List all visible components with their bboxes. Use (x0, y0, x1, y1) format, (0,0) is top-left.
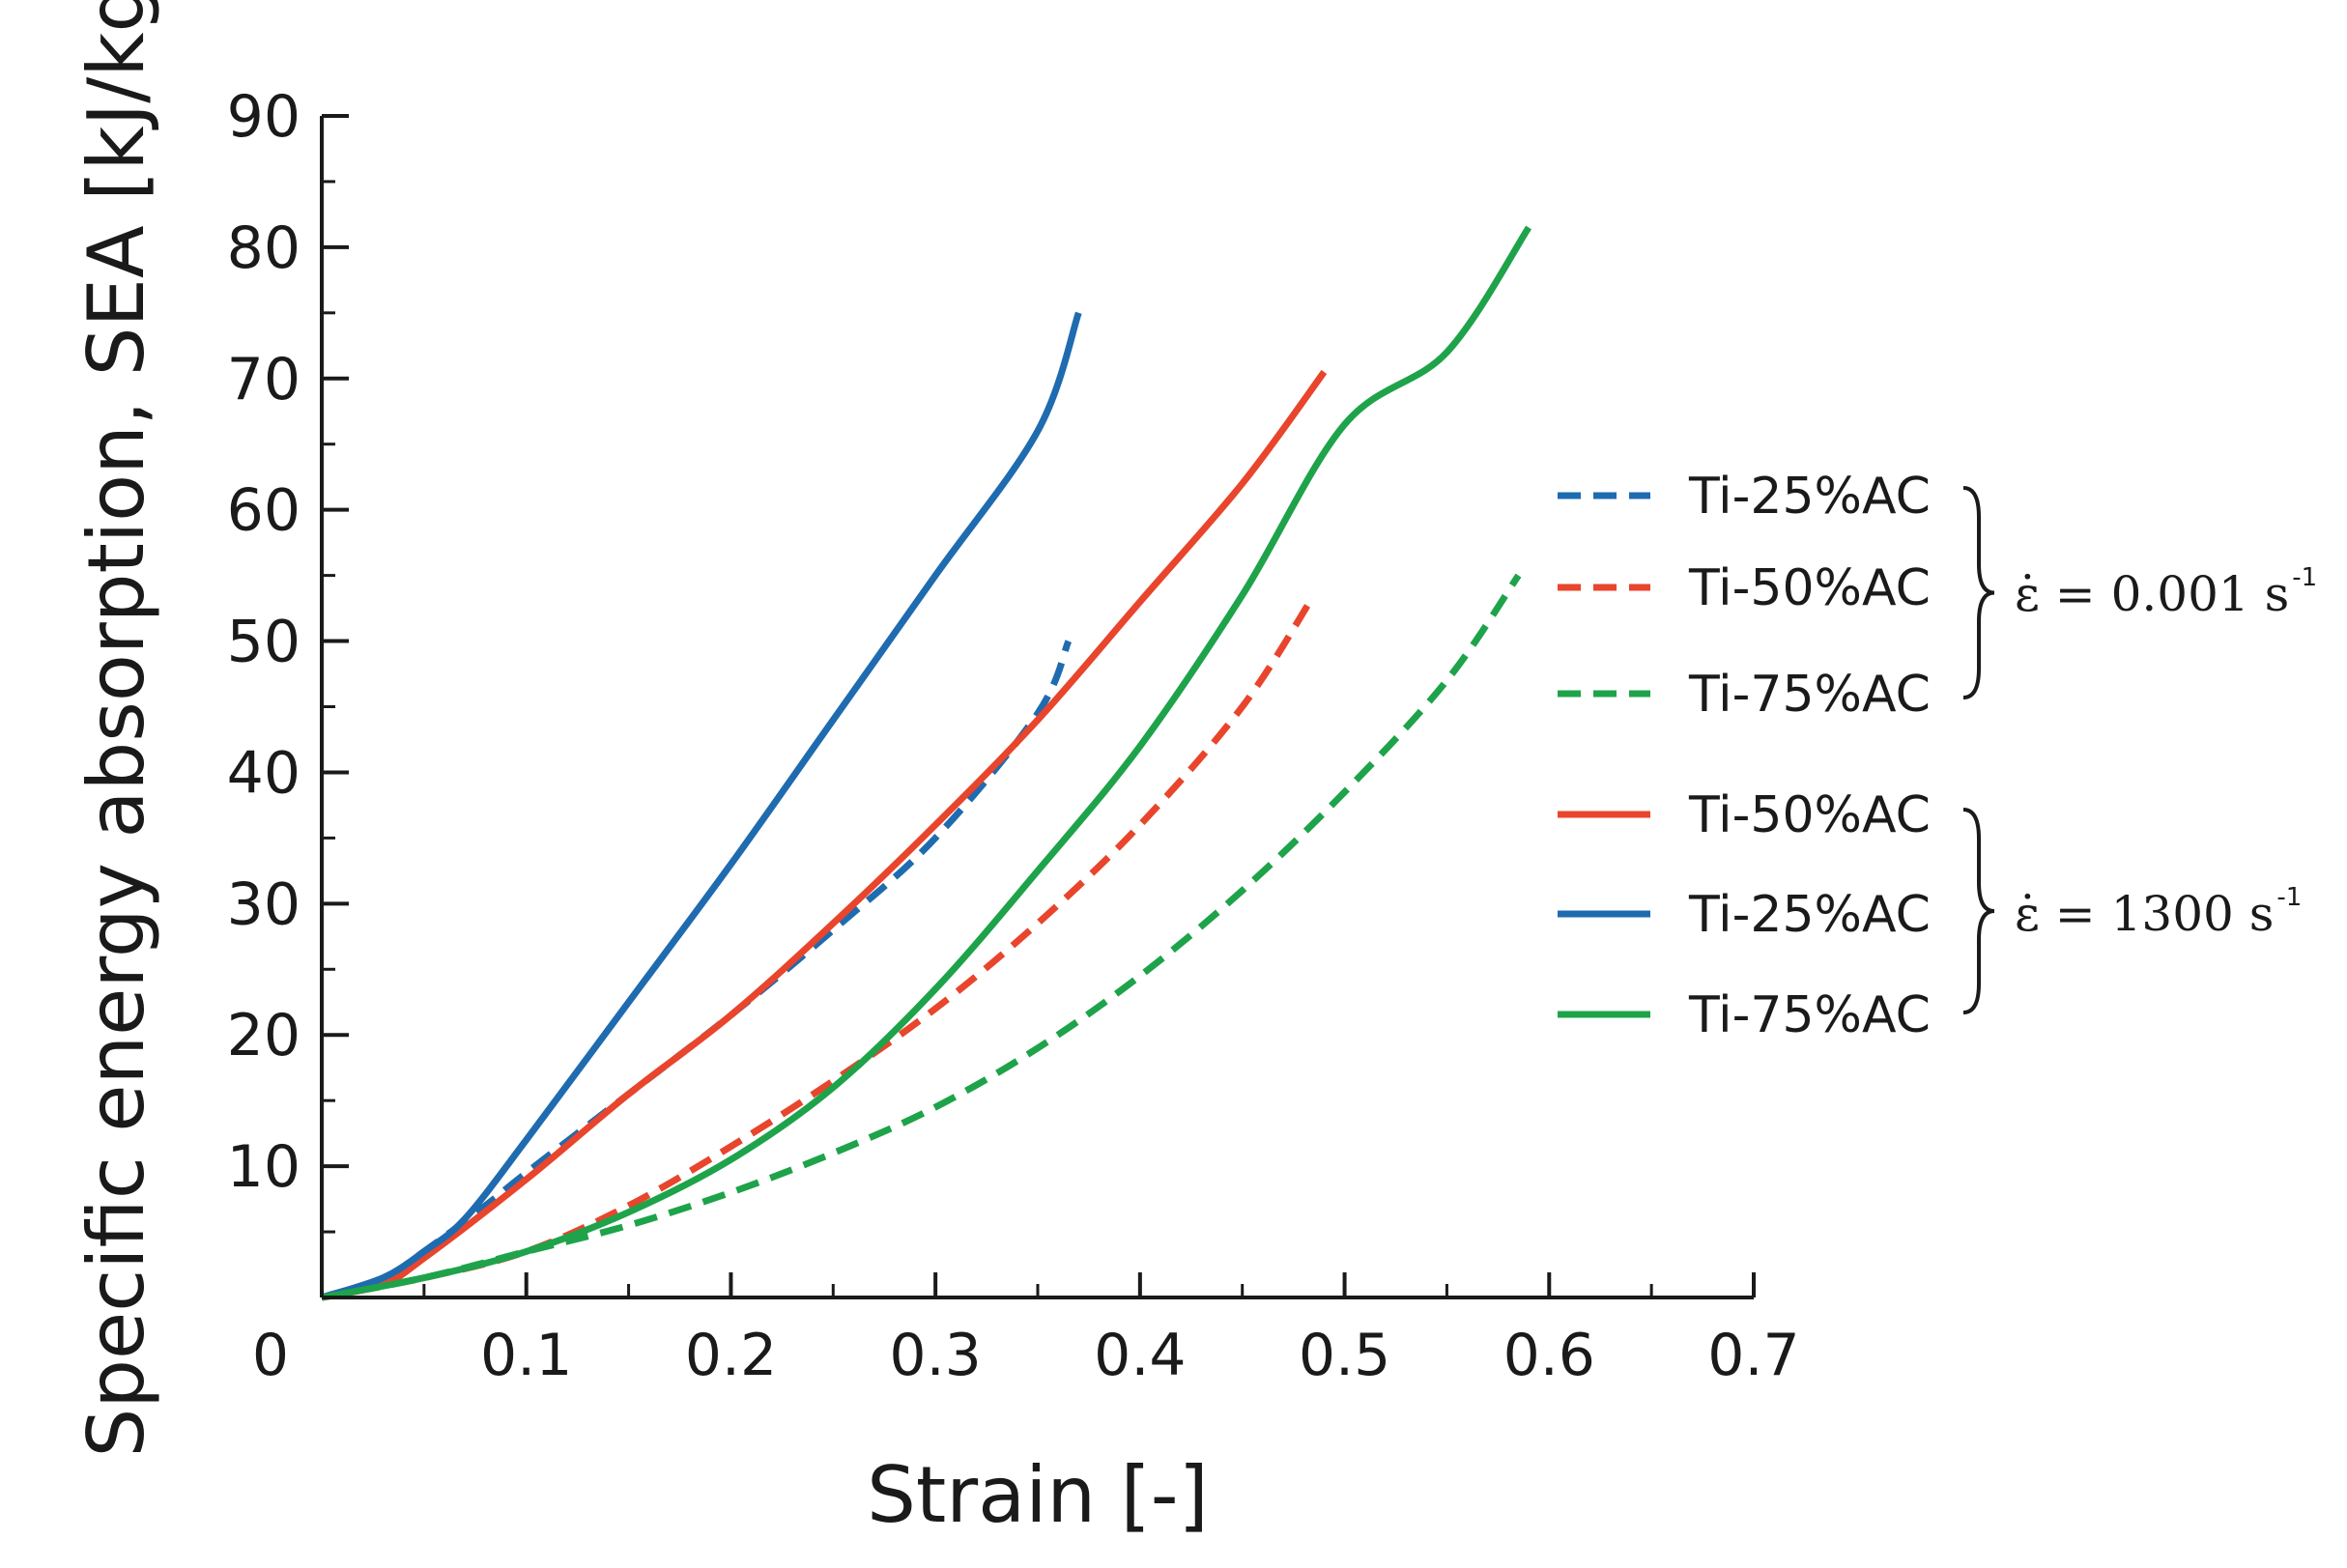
series-line-ti-50-ac-solid (321, 369, 1328, 1301)
plot-lines (320, 225, 1532, 1301)
x-tick-label: 0 (252, 1322, 289, 1389)
x-tick-label: 0.3 (889, 1322, 981, 1389)
x-axis-title: Strain [-] (867, 1450, 1209, 1540)
x-tick-label: 0.1 (480, 1322, 572, 1389)
axes: 0 0.1 0.2 0.3 0.4 0.5 0.6 0.7 10 20 30 40 50 60 70 80 90… (72, 0, 1800, 1540)
strain-rate-exponent: -1 (2276, 883, 2302, 912)
strain-rate-label: ε̇ = 0.001 s (2015, 566, 2289, 622)
y-tick-label: 10 (227, 1133, 301, 1201)
series-line-ti-75-ac-dashed (321, 573, 1522, 1301)
legend-label: Ti-25%AC (1688, 468, 1931, 526)
strain-rate-exponent: -1 (2292, 563, 2317, 592)
x-tick-label: 0.7 (1707, 1322, 1799, 1389)
legend-label: Ti-75%AC (1688, 986, 1931, 1044)
y-tick-label: 40 (227, 739, 301, 807)
y-tick-label: 80 (227, 214, 301, 282)
y-tick-label: 20 (227, 1002, 301, 1069)
y-tick-label: 30 (227, 870, 301, 938)
strain-rate-label: ε̇ = 1300 s (2015, 886, 2274, 942)
legend-group-brace (1962, 808, 1995, 1014)
legend-group-brace (1962, 486, 1995, 699)
x-tick-label: 0.2 (685, 1322, 777, 1389)
y-axis-title: Specific energy absorption, SEA [kJ/kg] (72, 0, 161, 1458)
y-tick-label: 90 (227, 83, 301, 151)
legend-label: Ti-50%AC (1688, 559, 1931, 617)
series-line-ti-25-ac-solid (320, 311, 1082, 1301)
x-tick-label: 0.5 (1299, 1322, 1390, 1389)
y-tick-label: 60 (227, 477, 301, 545)
x-tick-label: 0.4 (1094, 1322, 1186, 1389)
x-tick-label: 0.6 (1503, 1322, 1595, 1389)
legend-label: Ti-75%AC (1688, 666, 1931, 724)
legend: Ti-25%AC Ti-50%AC Ti-75%AC Ti-50%AC Ti-25%AC… (1558, 468, 2317, 1044)
y-tick-label: 70 (227, 346, 301, 413)
series-line-ti-75-ac-solid (321, 225, 1532, 1301)
legend-label: Ti-50%AC (1688, 786, 1931, 844)
legend-label: Ti-25%AC (1688, 886, 1931, 944)
y-tick-label: 50 (227, 609, 301, 676)
